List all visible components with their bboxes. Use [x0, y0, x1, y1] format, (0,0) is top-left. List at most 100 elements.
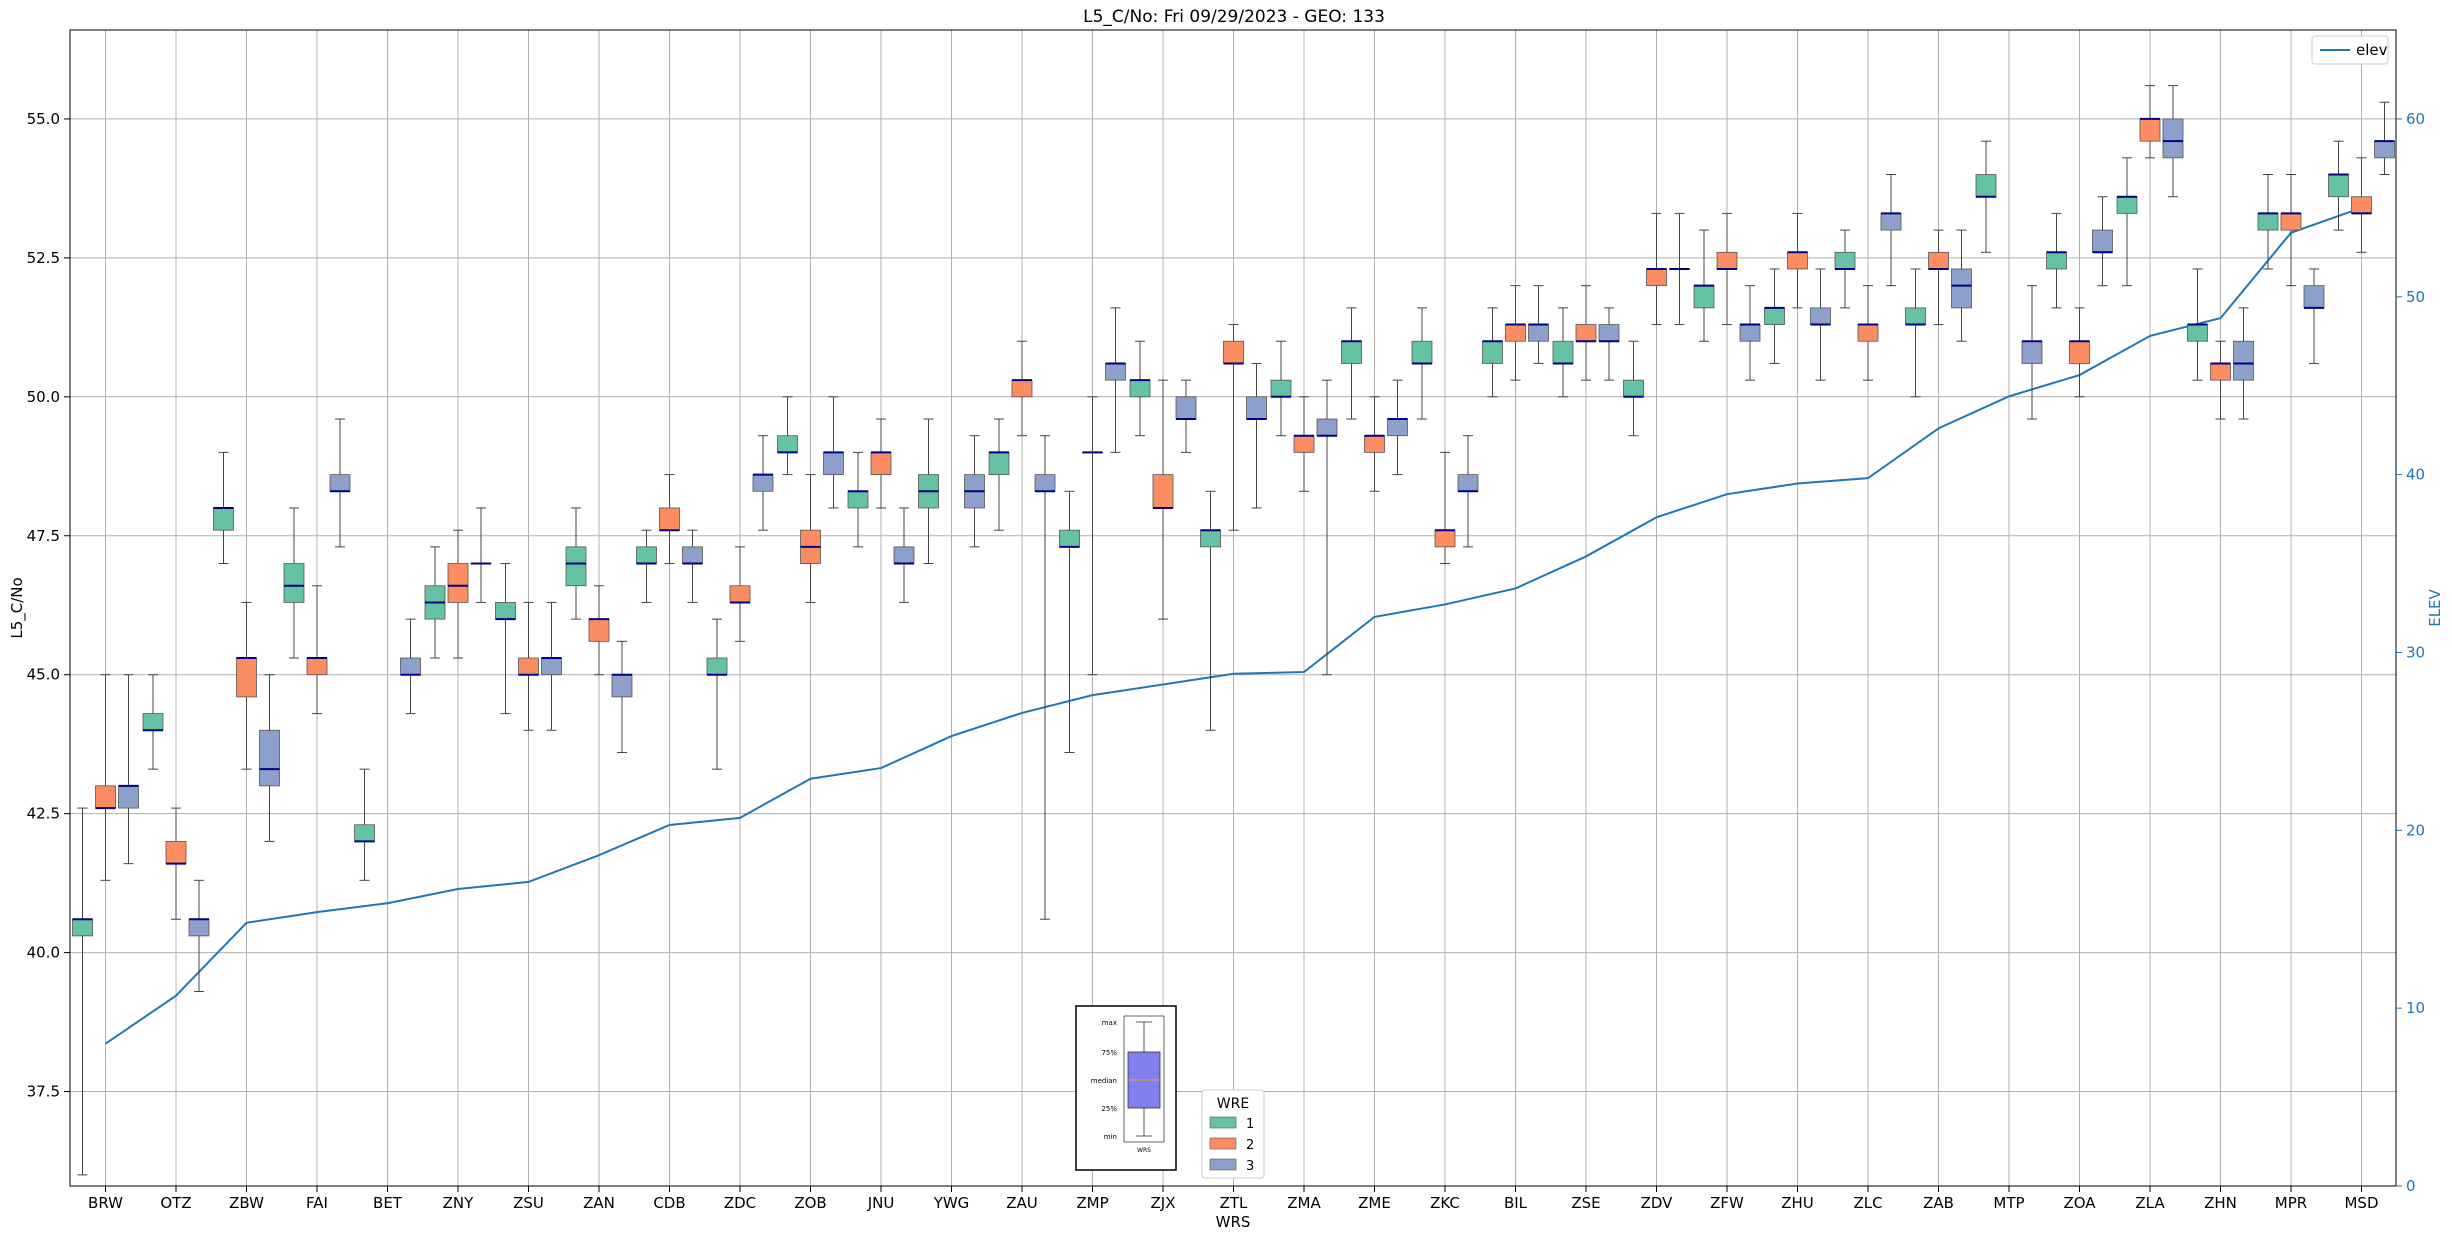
box-ZBW-wre3 [259, 674, 280, 842]
x-tick-label: ZBW [229, 1194, 264, 1212]
box-body [2280, 213, 2302, 231]
box-body [306, 657, 328, 676]
box-ZAN-wre2 [588, 585, 610, 676]
box-body [847, 490, 869, 509]
box-body [988, 451, 1010, 476]
box-body [188, 918, 210, 937]
box-body [2328, 174, 2349, 198]
box-body [1623, 379, 1644, 398]
x-tick-label: JNU [867, 1194, 895, 1212]
right-tick-label: 20 [2406, 821, 2425, 839]
box-ZOB-wre3 [823, 396, 844, 509]
right-tick-label: 10 [2406, 999, 2425, 1017]
wre-legend-swatch-2 [1209, 1137, 1237, 1150]
right-axis-label: ELEV [2426, 588, 2444, 626]
box-body [659, 507, 680, 531]
box-YWG-wre3 [964, 435, 985, 548]
box-body [1739, 324, 1761, 342]
box-ZTL-wre2 [1223, 324, 1244, 531]
box-ZLA-wre3 [2162, 85, 2184, 198]
wre-legend-swatch-1 [1209, 1116, 1237, 1129]
x-tick-label: BRW [88, 1194, 123, 1212]
box-body [1152, 474, 1174, 509]
x-tick-label: ZAN [583, 1194, 615, 1212]
box-body [329, 474, 351, 492]
box-ZAB-wre1 [1905, 268, 1926, 398]
box-ZJX-wre2 [1152, 379, 1174, 620]
wre-legend-frame [1201, 1089, 1265, 1179]
x-tick-label: ZFW [1710, 1194, 1744, 1212]
box-CDB-wre3 [682, 529, 703, 603]
elev-series-line [104, 206, 2362, 1045]
box-ZLA-wre2 [2139, 85, 2161, 159]
box-body [1411, 340, 1433, 364]
x-axis-ticks: BRW OTZ ZBW FAI BET ZNY ZSU ZAN CDB ZDC ZOB JNU YWG Z… [88, 1186, 2379, 1212]
x-axis-label: WRS [1216, 1213, 1251, 1231]
x-tick-label: YWG [933, 1194, 970, 1212]
box-ZAB-wre2 [1928, 229, 1949, 326]
box-body [2092, 229, 2113, 253]
y-tick-label: 42.5 [27, 805, 60, 823]
box-ZMP-wre2 [1082, 396, 1103, 676]
box-body [2210, 363, 2231, 381]
box-ZSE-wre2 [1575, 285, 1597, 381]
box-body [2162, 118, 2184, 159]
x-tick-label: ZJX [1151, 1194, 1176, 1212]
box-BET-wre1 [354, 768, 375, 881]
box-ZHN-wre3 [2233, 307, 2254, 420]
box-YWG-wre1 [918, 418, 939, 565]
box-body [1105, 363, 1126, 381]
box-body [706, 657, 728, 676]
right-tick-label: 40 [2406, 466, 2425, 484]
box-ZAN-wre1 [565, 507, 587, 620]
box-MSD-wre3 [2374, 101, 2395, 175]
box-ZLC-wre1 [1834, 229, 1856, 309]
box-ZAU-wre2 [1011, 340, 1033, 437]
box-body [1834, 251, 1856, 270]
box-body [752, 474, 774, 492]
box-ZTL-wre3 [1246, 362, 1267, 509]
box-ZDC-wre1 [706, 618, 728, 770]
x-tick-label: BIL [1504, 1194, 1528, 1212]
box-body [236, 657, 257, 698]
box-ZMA-wre1 [1270, 340, 1292, 437]
box-ZME-wre2 [1364, 396, 1385, 492]
inset-label-min: min [1104, 1133, 1117, 1141]
x-tick-label: ZDV [1641, 1194, 1674, 1212]
box-ZOA-wre1 [2046, 212, 2067, 309]
y-tick-label: 47.5 [27, 527, 60, 545]
box-body [2116, 196, 2138, 214]
box-body [636, 546, 657, 564]
box-ZOB-wre1 [777, 396, 798, 476]
box-body [1716, 251, 1738, 270]
x-tick-label: FAI [306, 1194, 328, 1212]
x-tick-label: ZOB [794, 1194, 826, 1212]
x-tick-label: ZDC [724, 1194, 756, 1212]
box-body [1434, 529, 1456, 548]
box-body [1857, 324, 1879, 342]
box-body [72, 918, 93, 937]
x-tick-label: ZSE [1571, 1194, 1600, 1212]
box-MPR-wre2 [2280, 174, 2302, 287]
box-ZHU-wre2 [1787, 212, 1808, 309]
box-ZTL-wre1 [1200, 490, 1221, 731]
box-body [1129, 379, 1151, 398]
right-tick-label: 30 [2406, 643, 2425, 661]
box-ZOA-wre2 [2069, 307, 2090, 398]
y-tick-label: 45.0 [27, 666, 60, 684]
wre-legend-title: WRE [1217, 1096, 1249, 1112]
box-FAI-wre2 [306, 585, 328, 715]
x-tick-label: ZLC [1853, 1194, 1882, 1212]
box-body [495, 602, 516, 620]
wre-legend-swatch-3 [1209, 1158, 1237, 1171]
box-JNU-wre1 [847, 451, 869, 548]
box-body [1364, 435, 1385, 453]
x-tick-label: ZOA [2063, 1194, 2096, 1212]
box-ZOA-wre3 [2092, 196, 2113, 287]
box-body [1552, 340, 1574, 364]
box-body [1034, 474, 1056, 492]
y-axis-ticks: 37.5 40.0 42.5 45.0 47.5 50.0 52.5 55.0 [27, 110, 70, 1101]
box-body [682, 546, 703, 564]
box-BIL-wre1 [1482, 307, 1503, 398]
